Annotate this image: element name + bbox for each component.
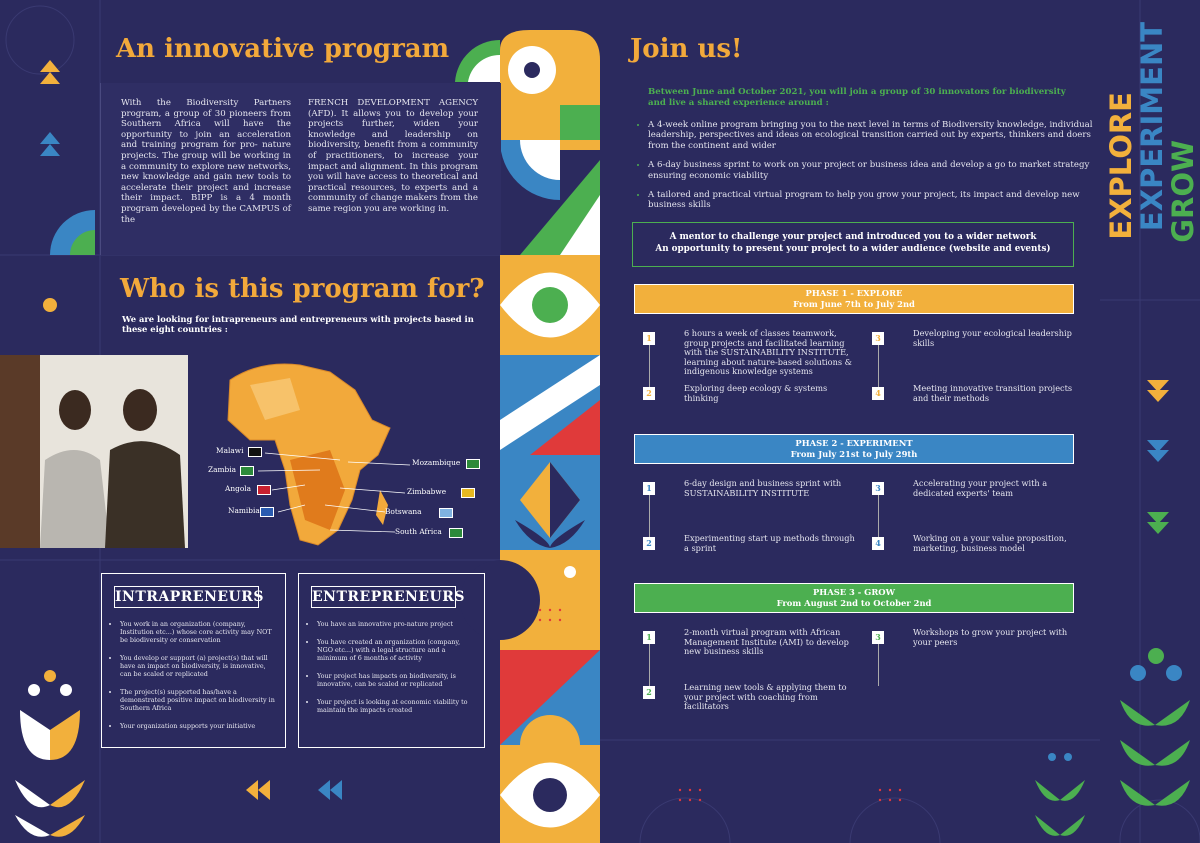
section-title: An innovative program	[116, 34, 450, 64]
mentor-box: A mentor to challenge your project and i…	[632, 222, 1074, 267]
step-text: Accelerating your project with a dedicat…	[913, 478, 1048, 498]
country-label: Angola	[225, 484, 252, 493]
timeline-line	[878, 495, 879, 537]
program-text: With the Biodiversity Partners program, …	[121, 98, 291, 225]
step-text: Learning new tools & applying them to yo…	[684, 682, 847, 712]
country-flag	[466, 459, 480, 469]
join-bullet: A tailored and practical virtual program…	[648, 190, 1093, 211]
step-number: 1	[643, 332, 655, 345]
timeline-line	[649, 495, 650, 537]
step-number: 1	[643, 631, 655, 644]
country-label: Zimbabwe	[407, 487, 447, 496]
step-number: 3	[872, 482, 884, 495]
timeline-line	[649, 644, 650, 686]
step-text: Developing your ecological leadership sk…	[913, 328, 1072, 348]
side-word: EXPERIMENT	[1135, 22, 1169, 232]
country-label: South Africa	[395, 527, 442, 536]
step-number: 3	[872, 332, 884, 345]
box-title: INTRAPRENEURS	[114, 586, 264, 608]
join-bullet: A 6-day business sprint to work on your …	[648, 160, 1093, 181]
step-text: Meeting innovative transition projects a…	[913, 383, 1073, 403]
intrapreneurs-list: You work in an organization (company, In…	[106, 620, 275, 730]
country-flag	[439, 508, 453, 518]
country-flag	[248, 447, 262, 457]
criteria-item: You have created an organization (compan…	[317, 638, 474, 662]
intrapreneurs-box: INTRAPRENEURS You work in an organizatio…	[101, 573, 286, 748]
phase-header: PHASE 1 - EXPLORE From June 7th to July 2…	[634, 284, 1074, 314]
criteria-item: Your organization supports your initiati…	[120, 722, 275, 730]
mentor-line: An opportunity to present your project t…	[655, 244, 1051, 254]
country-flag	[240, 466, 254, 476]
step-text: Exploring deep ecology & systems thinkin…	[684, 383, 828, 403]
criteria-item: Your project is looking at economic viab…	[317, 698, 474, 714]
join-intro: Between June and October 2021, you will …	[648, 87, 1066, 108]
phase-dates: From June 7th to July 2nd	[793, 299, 915, 309]
criteria-item: You work in an organization (company, In…	[120, 620, 275, 644]
section-title: Who is this program for?	[120, 274, 485, 304]
program-text: FRENCH DEVELOPMENT AGENCY (AFD). It allo…	[308, 98, 478, 214]
audience-subtitle: We are looking for intrapreneurs and ent…	[122, 314, 474, 334]
timeline-line	[649, 345, 650, 387]
mentor-line: A mentor to challenge your project and i…	[669, 232, 1037, 242]
step-text: 6-day design and business sprint with SU…	[684, 478, 842, 498]
country-label: Namibia	[228, 506, 260, 515]
side-word: GROW	[1166, 140, 1200, 243]
criteria-item: Your project has impacts on biodiversity…	[317, 672, 474, 688]
phase-dates: From July 21st to July 29th	[790, 449, 918, 459]
step-number: 2	[643, 537, 655, 550]
step-text: Experimenting start up methods through a…	[684, 533, 855, 553]
step-number: 4	[872, 387, 884, 400]
step-text: 2-month virtual program with African Man…	[684, 627, 849, 657]
phase-header: PHASE 2 - EXPERIMENT From July 21st to Ju…	[634, 434, 1074, 464]
step-number: 2	[643, 686, 655, 699]
step-text: Working on a your value proposition, mar…	[913, 533, 1067, 553]
side-word: EXPLORE	[1104, 92, 1138, 240]
join-bullet: A 4-week online program bringing you to …	[648, 120, 1093, 151]
criteria-item: You have an innovative pro-nature projec…	[317, 620, 474, 628]
country-label: Botswana	[385, 507, 422, 516]
country-flag	[449, 528, 463, 538]
phase-header: PHASE 3 - GROW From August 2nd to October…	[634, 583, 1074, 613]
join-bullets: A 4-week online program bringing you to …	[632, 120, 1093, 220]
phase-title: PHASE 1 - EXPLORE	[805, 288, 903, 298]
step-number: 2	[643, 387, 655, 400]
phase-title: PHASE 2 - EXPERIMENT	[795, 438, 913, 448]
phase-dates: From August 2nd to October 2nd	[776, 598, 932, 608]
criteria-item: The project(s) supported has/have a demo…	[120, 688, 275, 712]
entrepreneurs-list: You have an innovative pro-nature projec…	[303, 620, 474, 714]
section-title: Join us!	[630, 34, 743, 64]
country-label: Zambia	[208, 465, 237, 474]
timeline-line	[878, 644, 879, 686]
country-flag	[257, 485, 271, 495]
entrepreneurs-box: ENTREPRENEURS You have an innovative pro…	[298, 573, 485, 748]
country-flag	[461, 488, 475, 498]
step-number: 1	[643, 482, 655, 495]
country-label: Mozambique	[412, 458, 461, 467]
step-number: 3	[872, 631, 884, 644]
program-panel	[100, 83, 501, 255]
box-title: ENTREPRENEURS	[311, 586, 464, 608]
country-flag	[260, 507, 274, 517]
step-text: 6 hours a week of classes teamwork, grou…	[684, 328, 852, 377]
step-text: Workshops to grow your project with your…	[913, 627, 1068, 647]
criteria-item: You develop or support (a) project(s) th…	[120, 654, 275, 678]
timeline-line	[878, 345, 879, 387]
step-number: 4	[872, 537, 884, 550]
country-label: Malawi	[216, 446, 244, 455]
phase-title: PHASE 3 - GROW	[812, 587, 895, 597]
